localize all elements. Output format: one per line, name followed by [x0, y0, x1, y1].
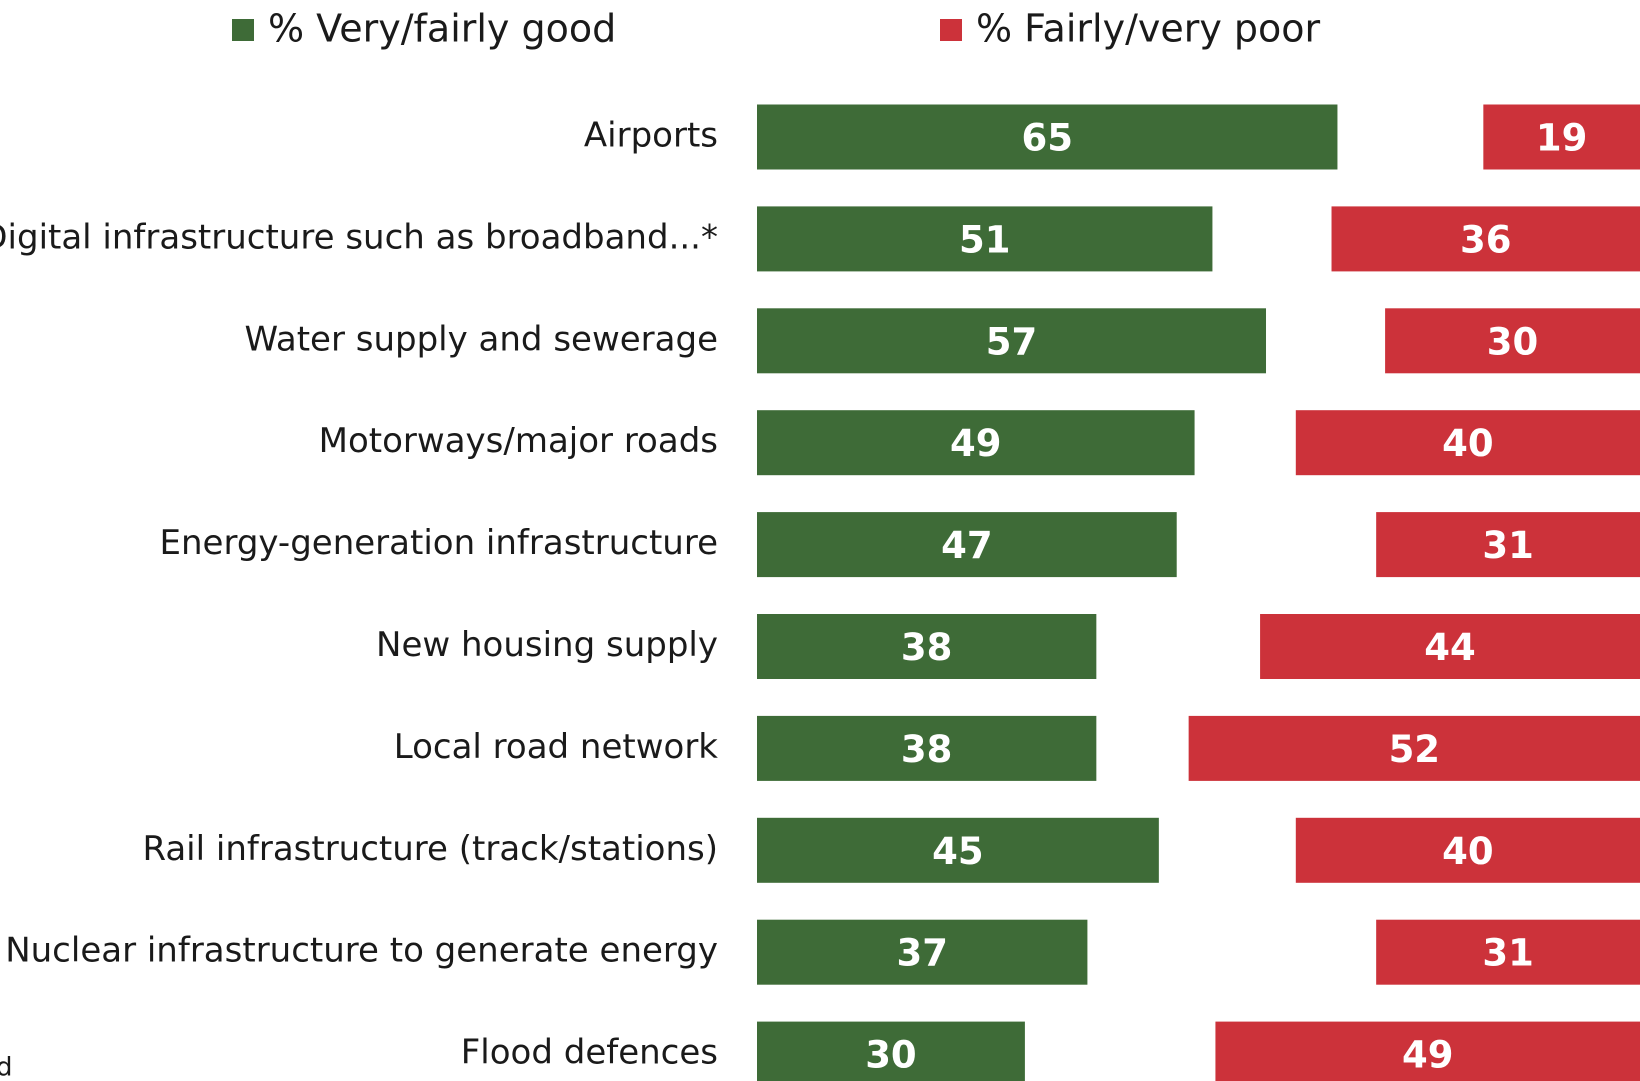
value-label: 51	[959, 218, 1011, 261]
bar	[1295, 817, 1640, 883]
value-label: 31	[1482, 524, 1534, 567]
value-label: 65	[1021, 117, 1073, 160]
bar	[1295, 410, 1640, 476]
legend-swatch	[232, 19, 254, 41]
bar	[757, 104, 1338, 170]
value-label: 30	[1487, 320, 1539, 363]
value-label: 31	[1482, 932, 1534, 975]
bar	[1331, 206, 1640, 272]
bar	[757, 614, 1097, 679]
bar	[757, 308, 1267, 374]
category-label: Airports	[584, 116, 718, 156]
bar	[1376, 512, 1640, 578]
value-label: 44	[1424, 626, 1476, 669]
bar	[757, 410, 1195, 476]
footnote: d	[0, 1053, 13, 1081]
value-label: 37	[896, 932, 948, 975]
bar	[757, 817, 1159, 883]
value-label: 30	[865, 1034, 917, 1077]
value-label: 57	[986, 320, 1038, 363]
bar	[1376, 919, 1640, 985]
bar	[757, 206, 1213, 272]
value-label: 36	[1460, 218, 1512, 261]
bar	[757, 1021, 1025, 1081]
value-label: 40	[1442, 830, 1494, 873]
bar	[757, 715, 1097, 781]
bar	[1483, 104, 1640, 170]
bar	[1260, 614, 1640, 679]
category-label: Motorways/major roads	[319, 421, 718, 461]
bar	[757, 919, 1088, 985]
legend-swatch	[940, 19, 962, 41]
category-label: Nuclear infrastructure to generate energ…	[5, 931, 718, 971]
value-label: 49	[1402, 1034, 1454, 1077]
value-label: 40	[1442, 422, 1494, 465]
bar	[1385, 308, 1640, 374]
value-label: 38	[901, 626, 953, 669]
legend-label: % Fairly/very poor	[976, 7, 1321, 51]
value-label: 52	[1389, 728, 1441, 771]
value-label: 45	[932, 830, 984, 873]
category-label: Flood defences	[461, 1033, 718, 1073]
legend-label: % Very/fairly good	[268, 7, 616, 51]
category-label: Rail infrastructure (track/stations)	[142, 829, 718, 869]
value-label: 19	[1536, 117, 1588, 160]
category-label: Water supply and sewerage	[244, 319, 718, 359]
bar	[1215, 1021, 1640, 1081]
category-label: Digital infrastructure such as broadband…	[0, 217, 718, 257]
value-label: 47	[941, 524, 993, 567]
category-label: Energy-generation infrastructure	[160, 523, 719, 563]
value-label: 38	[901, 728, 953, 771]
bar	[757, 512, 1177, 578]
category-label: Local road network	[394, 727, 719, 767]
value-label: 49	[950, 422, 1002, 465]
category-label: New housing supply	[376, 625, 718, 665]
bar	[1188, 715, 1640, 781]
